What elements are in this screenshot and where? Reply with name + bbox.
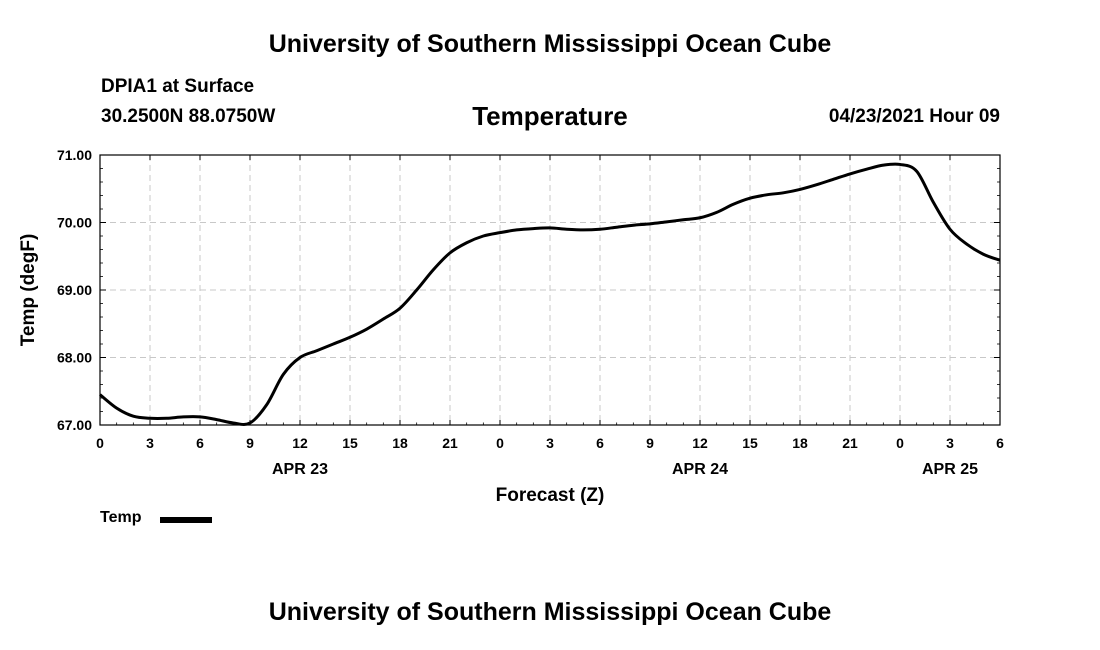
x-tick-label: 15	[742, 435, 758, 451]
y-tick-label: 69.00	[57, 282, 92, 298]
coordinates-label: 30.2500N 88.0750W	[101, 106, 276, 127]
datetime-label: 04/23/2021 Hour 09	[828, 106, 1000, 127]
x-tick-label: 12	[692, 435, 708, 451]
legend-line-temp	[160, 517, 212, 523]
x-tick-label: 3	[546, 435, 554, 451]
x-tick-label: 3	[146, 435, 154, 451]
y-axis-label: Temp (degF)	[18, 234, 39, 347]
date-label: APR 25	[922, 461, 978, 478]
x-tick-label: 0	[896, 435, 904, 451]
org-title-top: University of Southern Mississippi Ocean…	[268, 30, 832, 58]
x-tick-label: 3	[946, 435, 954, 451]
x-tick-label: 18	[792, 435, 808, 451]
series-line-temp	[99, 162, 1001, 426]
x-tick-label: 12	[292, 435, 308, 451]
x-axis-label: Forecast (Z)	[496, 485, 605, 506]
org-title-bottom: University of Southern Mississippi Ocean…	[268, 598, 832, 626]
x-tick-label: 18	[392, 435, 408, 451]
date-label: APR 23	[272, 461, 328, 478]
x-tick-label: 9	[646, 435, 654, 451]
station-label: DPIA1 at Surface	[101, 76, 255, 97]
y-tick-label: 71.00	[57, 147, 92, 163]
x-tick-label: 0	[496, 435, 504, 451]
legend-label-temp: Temp	[100, 509, 142, 526]
x-tick-label: 15	[342, 435, 358, 451]
x-tick-label: 6	[196, 435, 204, 451]
x-tick-label: 9	[246, 435, 254, 451]
y-tick-label: 67.00	[57, 417, 92, 433]
date-label: APR 24	[672, 461, 728, 478]
x-tick-label: 0	[96, 435, 104, 451]
x-tick-label: 6	[596, 435, 604, 451]
chart-title: Temperature	[472, 101, 628, 131]
x-tick-label: 21	[842, 435, 858, 451]
y-tick-label: 70.00	[57, 215, 92, 231]
x-tick-label: 6	[996, 435, 1004, 451]
y-tick-label: 68.00	[57, 350, 92, 366]
x-tick-label: 21	[442, 435, 458, 451]
